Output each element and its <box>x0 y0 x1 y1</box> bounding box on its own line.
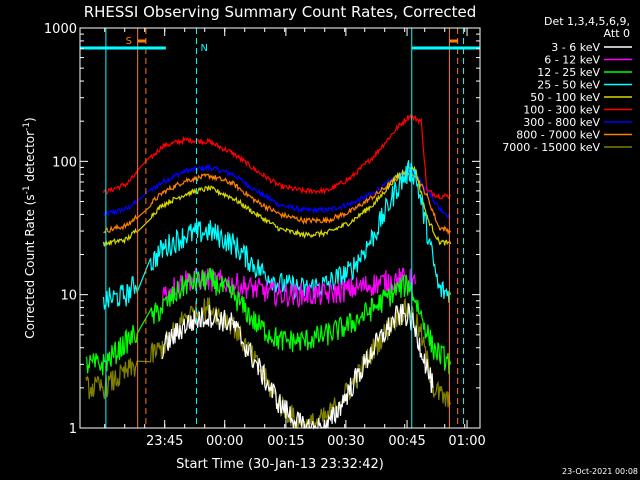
night-label: N <box>200 43 207 54</box>
y-tick-label: 10 <box>60 289 77 304</box>
x-axis-label: Start Time (30-Jan-13 23:32:42) <box>176 457 384 472</box>
y-axis-label: Corrected Count Rate (s-1 detector-1) <box>22 117 37 338</box>
y-tick-label: 1 <box>69 422 77 437</box>
saa-label: S <box>126 36 132 47</box>
plot-frame <box>79 27 481 429</box>
legend-label: 6 - 12 keV <box>544 54 600 67</box>
x-tick-label: 01:00 <box>448 434 485 449</box>
chart-title: RHESSI Observing Summary Count Rates, Co… <box>84 3 477 21</box>
series-line-3 <box>102 165 452 247</box>
y-axis: 1 10 100 1000 <box>44 22 480 437</box>
series-line-6 <box>85 267 452 376</box>
series-line-4 <box>102 159 452 310</box>
y-axis-label-main: Corrected Count Rate (s <box>23 194 37 338</box>
legend-label: 25 - 50 keV <box>537 79 600 92</box>
legend-header: Det 1,3,4,5,6,9, <box>544 15 630 28</box>
legend-label: 800 - 7000 keV <box>516 129 600 142</box>
x-tick-label: 00:45 <box>388 434 425 449</box>
y-axis-label-end: ) <box>23 117 37 122</box>
legend-label: 3 - 6 keV <box>551 41 600 54</box>
legend-label: 12 - 25 keV <box>537 66 600 79</box>
series-line-8 <box>161 303 434 430</box>
orbit-markers: SN <box>80 28 480 428</box>
y-axis-label-sup1: -1 <box>22 185 32 194</box>
series-lines <box>85 113 452 430</box>
x-tick-label: 00:15 <box>267 434 304 449</box>
footer-timestamp: 23-Oct-2021 00:08 <box>562 467 638 476</box>
series-line-1 <box>102 113 452 200</box>
legend-label: 50 - 100 keV <box>530 91 600 104</box>
legend-label: 100 - 300 keV <box>523 104 600 117</box>
series-line-7 <box>85 297 452 430</box>
x-tick-label: 00:00 <box>206 434 243 449</box>
legend-label: 7000 - 15000 keV <box>502 141 600 154</box>
y-tick-label: 100 <box>52 155 77 170</box>
y-tick-label: 1000 <box>44 22 77 37</box>
x-tick-label: 23:45 <box>146 434 183 449</box>
legend-subheader: Att 0 <box>604 27 630 40</box>
x-axis: 23:45 00:00 00:15 00:30 00:45 01:00 <box>104 28 486 449</box>
legend-label: 300 - 800 keV <box>523 116 600 129</box>
y-axis-label-mid: detector <box>23 131 37 186</box>
y-axis-label-sup2: -1 <box>22 122 32 131</box>
x-tick-label: 00:30 <box>327 434 364 449</box>
